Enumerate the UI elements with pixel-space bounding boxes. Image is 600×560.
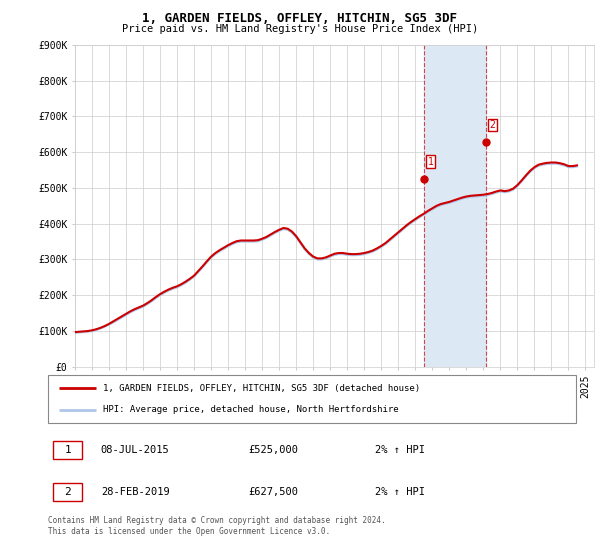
Text: Contains HM Land Registry data © Crown copyright and database right 2024.
This d: Contains HM Land Registry data © Crown c… xyxy=(48,516,386,536)
Text: Price paid vs. HM Land Registry's House Price Index (HPI): Price paid vs. HM Land Registry's House … xyxy=(122,24,478,34)
Text: 1: 1 xyxy=(428,157,433,167)
Text: 08-JUL-2015: 08-JUL-2015 xyxy=(101,445,170,455)
Bar xyxy=(53,483,82,501)
Text: 2: 2 xyxy=(490,120,496,130)
Text: 28-FEB-2019: 28-FEB-2019 xyxy=(101,487,170,497)
Text: 1: 1 xyxy=(64,445,71,455)
Text: HPI: Average price, detached house, North Hertfordshire: HPI: Average price, detached house, Nort… xyxy=(103,405,399,414)
Text: 2% ↑ HPI: 2% ↑ HPI xyxy=(376,445,425,455)
Bar xyxy=(424,45,486,367)
Text: 1, GARDEN FIELDS, OFFLEY, HITCHIN, SG5 3DF: 1, GARDEN FIELDS, OFFLEY, HITCHIN, SG5 3… xyxy=(143,12,458,25)
Text: 2: 2 xyxy=(64,487,71,497)
Bar xyxy=(53,441,82,459)
Text: £627,500: £627,500 xyxy=(248,487,299,497)
Text: £525,000: £525,000 xyxy=(248,445,299,455)
Text: 1, GARDEN FIELDS, OFFLEY, HITCHIN, SG5 3DF (detached house): 1, GARDEN FIELDS, OFFLEY, HITCHIN, SG5 3… xyxy=(103,384,421,393)
Text: 2% ↑ HPI: 2% ↑ HPI xyxy=(376,487,425,497)
